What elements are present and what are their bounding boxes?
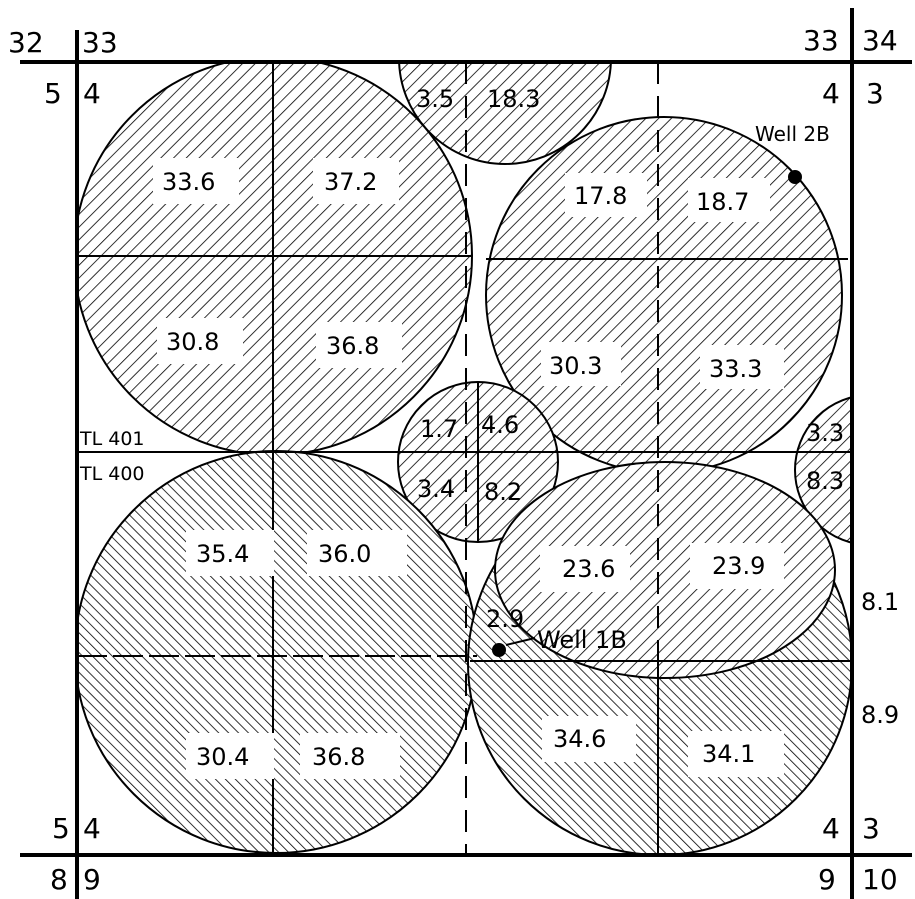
- corner-right-top-inner: 4: [822, 77, 840, 110]
- top-small-value-a: 3.5: [416, 85, 454, 113]
- well-2b-marker: [788, 170, 802, 184]
- corner-bottom-left-inner: 9: [83, 863, 101, 896]
- middle-small-value-1: 1.7: [420, 415, 458, 443]
- upper-left-value-3: 30.8: [166, 328, 219, 356]
- tract-label-upper: TL 401: [79, 428, 145, 450]
- corner-right-bottom-inner: 4: [822, 812, 840, 845]
- lower-left-value-1: 35.4: [196, 540, 249, 568]
- upper-left-value-1: 33.6: [162, 168, 215, 196]
- right-edge-value-bottom: 8.3: [806, 467, 844, 495]
- value-labels: 3.5 18.3 33.6 37.2 30.8 36.8 17.8 18.7 3…: [162, 85, 844, 771]
- well-2b-label: Well 2B: [755, 122, 830, 146]
- corner-left-bottom-outer: 5: [52, 812, 70, 845]
- circle-lower-left: [74, 450, 478, 854]
- lower-right-value-1: 23.6: [562, 555, 615, 583]
- lower-left-value-3: 30.4: [196, 743, 249, 771]
- circle-lower-right-inner: [494, 461, 836, 679]
- corner-top-left-outer: 32: [8, 26, 44, 59]
- middle-small-value-4: 8.2: [484, 478, 522, 506]
- corner-bottom-left-outer: 8: [50, 863, 68, 896]
- right-edge-value-top: 3.3: [806, 419, 844, 447]
- corner-bottom-right-inner: 9: [818, 863, 836, 896]
- label-backgrounds: [153, 158, 784, 779]
- lower-left-value-2: 36.0: [318, 540, 371, 568]
- corner-right-bottom-outer: 3: [862, 812, 880, 845]
- edge-value-upper: 8.1: [861, 588, 899, 616]
- sliver-value: 2.9: [486, 605, 524, 633]
- upper-left-value-4: 36.8: [326, 332, 379, 360]
- lower-right-value-2: 23.9: [712, 552, 765, 580]
- corner-right-top-outer: 3: [866, 77, 884, 110]
- lower-right-value-3: 34.6: [553, 725, 606, 753]
- edge-value-lower: 8.9: [861, 701, 899, 729]
- upper-right-value-4: 33.3: [709, 355, 762, 383]
- upper-right-value-1: 17.8: [574, 182, 627, 210]
- corner-top-right-outer: 34: [862, 24, 898, 57]
- well-1b-pointer: [505, 637, 536, 646]
- corner-bottom-right-outer: 10: [862, 863, 898, 896]
- corner-left-top-outer: 5: [44, 77, 62, 110]
- middle-small-value-2: 4.6: [481, 411, 519, 439]
- tract-label-lower: TL 400: [79, 463, 145, 485]
- well-1b-marker: [492, 643, 506, 657]
- lower-right-value-4: 34.1: [702, 740, 755, 768]
- corner-labels: 32 33 33 34 5 4 4 3 5 4 4 3 8 9 9 10: [8, 24, 898, 896]
- corner-top-right-inner: 33: [803, 24, 839, 57]
- corner-top-left-inner: 33: [82, 26, 118, 59]
- top-small-value-b: 18.3: [487, 85, 540, 113]
- upper-left-value-2: 37.2: [324, 168, 377, 196]
- upper-right-value-2: 18.7: [696, 188, 749, 216]
- upper-right-value-3: 30.3: [549, 352, 602, 380]
- corner-left-top-inner: 4: [83, 77, 101, 110]
- corner-left-bottom-inner: 4: [83, 812, 101, 845]
- section-lines: [20, 8, 912, 899]
- lower-left-value-4: 36.8: [312, 743, 365, 771]
- middle-small-value-3: 3.4: [417, 475, 455, 503]
- well-1b-label: Well 1B: [537, 626, 627, 654]
